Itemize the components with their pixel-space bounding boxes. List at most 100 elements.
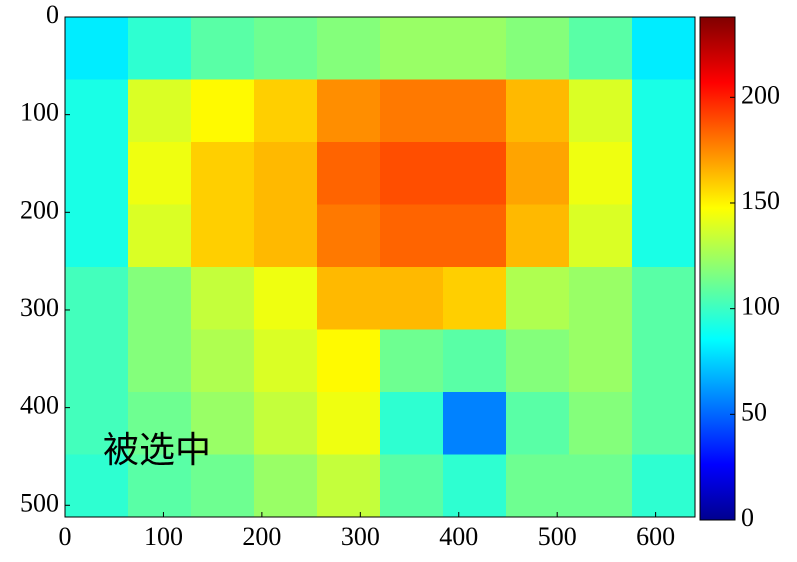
x-tick-label: 0 <box>59 522 72 551</box>
colorbar-tick-label: 0 <box>741 503 754 532</box>
heat-cell <box>569 329 633 393</box>
heat-cell <box>632 454 696 518</box>
heat-cell <box>506 79 570 143</box>
heat-cell <box>128 267 192 330</box>
heat-cell <box>254 329 318 393</box>
heat-cell <box>380 392 444 455</box>
heat-cell <box>191 17 255 80</box>
heat-cell <box>317 142 381 205</box>
heat-cell <box>632 142 696 205</box>
y-tick-label: 0 <box>46 0 59 29</box>
heat-cell <box>317 454 381 518</box>
heat-cell <box>317 392 381 455</box>
heat-cell <box>569 142 633 205</box>
heat-cell <box>380 329 444 393</box>
plot-frame <box>64 16 696 518</box>
heat-cell <box>506 142 570 205</box>
y-tick-label: 200 <box>20 195 59 224</box>
heat-cell <box>380 204 444 268</box>
heat-cell <box>65 454 129 518</box>
heat-cell <box>254 79 318 143</box>
heat-cell <box>317 267 381 330</box>
heat-cell <box>380 17 444 80</box>
heat-cell <box>506 267 570 330</box>
heat-cell <box>632 204 696 268</box>
heat-cell <box>191 79 255 143</box>
colorbar-tick-label: 200 <box>741 80 780 109</box>
x-tick-label: 600 <box>636 522 675 551</box>
heat-cell <box>443 17 507 80</box>
heat-cell <box>191 267 255 330</box>
heatmap <box>65 17 696 518</box>
heat-cell <box>254 204 318 268</box>
heat-cell <box>632 329 696 393</box>
annotation: 被选中 <box>103 430 211 471</box>
heat-cell <box>65 79 129 143</box>
x-tick-label: 500 <box>538 522 577 551</box>
heat-cell <box>443 392 507 455</box>
colorbar-tick-label: 150 <box>741 186 780 215</box>
heat-cell <box>254 17 318 80</box>
x-tick-label: 400 <box>439 522 478 551</box>
colorbar-tick-label: 50 <box>741 397 767 426</box>
heat-cell <box>254 392 318 455</box>
heat-cell <box>632 267 696 330</box>
heat-cell <box>569 454 633 518</box>
heat-cell <box>317 204 381 268</box>
heat-cell <box>65 204 129 268</box>
heat-cell <box>380 454 444 518</box>
heat-cell <box>254 142 318 205</box>
heat-cell <box>65 267 129 330</box>
heat-cell <box>128 142 192 205</box>
heat-cell <box>443 79 507 143</box>
heat-cell <box>569 204 633 268</box>
colorbar <box>699 16 736 521</box>
heat-cell <box>506 204 570 268</box>
heat-cell <box>65 329 129 393</box>
heat-cell <box>191 392 255 455</box>
y-tick-label: 400 <box>20 391 59 420</box>
heat-cell <box>380 142 444 205</box>
heat-cell <box>65 17 129 80</box>
heat-cell <box>65 142 129 205</box>
heat-cell <box>317 79 381 143</box>
heat-cell <box>128 204 192 268</box>
heat-cell <box>443 454 507 518</box>
heat-cell <box>569 79 633 143</box>
heat-cell <box>632 79 696 143</box>
y-tick-label: 300 <box>20 293 59 322</box>
heat-cell <box>254 267 318 330</box>
x-tick-label: 200 <box>242 522 281 551</box>
heat-cell <box>128 454 192 518</box>
heat-cell <box>380 267 444 330</box>
heat-cell <box>191 142 255 205</box>
heat-cell <box>569 267 633 330</box>
heat-cell <box>506 329 570 393</box>
heat-cell <box>191 454 255 518</box>
heat-cell <box>506 454 570 518</box>
heat-cell <box>443 267 507 330</box>
heat-cell <box>317 329 381 393</box>
heat-cell <box>128 17 192 80</box>
heat-cell <box>506 392 570 455</box>
heat-cell <box>632 17 696 80</box>
heat-cell <box>65 392 129 455</box>
heat-cell <box>443 142 507 205</box>
y-tick-label: 100 <box>20 98 59 127</box>
x-tick-label: 100 <box>144 522 183 551</box>
heat-cell <box>443 329 507 393</box>
heat-cell <box>128 329 192 393</box>
heat-cell <box>191 204 255 268</box>
colorbar-tick-label: 100 <box>741 292 780 321</box>
x-tick-label: 300 <box>341 522 380 551</box>
heat-cell <box>191 329 255 393</box>
heat-cell <box>632 392 696 455</box>
heat-cell <box>254 454 318 518</box>
y-tick-label: 500 <box>20 488 59 517</box>
heat-cell <box>569 17 633 80</box>
heat-cell <box>128 392 192 455</box>
heat-cell <box>506 17 570 80</box>
heat-cell <box>317 17 381 80</box>
